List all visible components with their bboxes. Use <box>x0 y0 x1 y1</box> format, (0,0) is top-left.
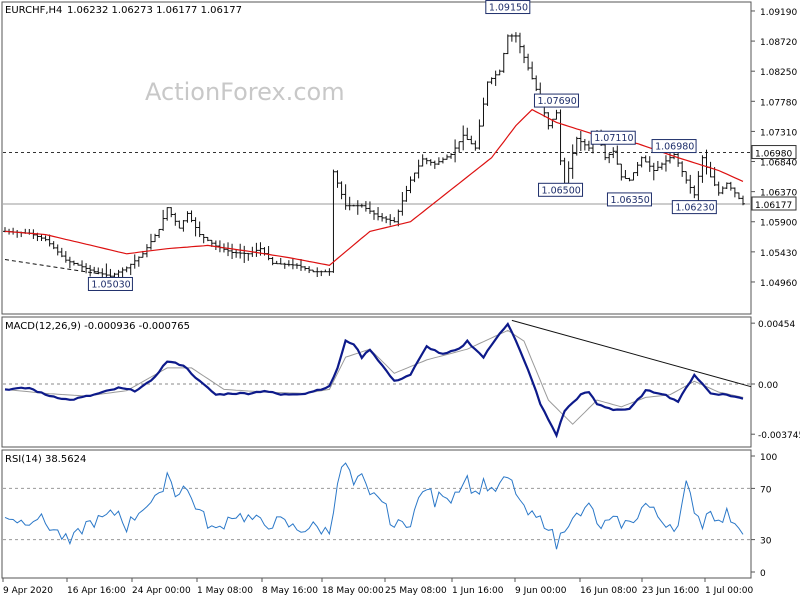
time-tick-label: 1 Jun 16:00 <box>452 586 504 596</box>
price-annotation-box <box>533 93 579 108</box>
chart-symbol-label: EURCHF,H4 <box>5 5 62 16</box>
price-tick-label: 1.08250 <box>760 68 797 78</box>
rsi-tick-label: 0 <box>760 569 766 579</box>
price-tick-label: 1.05430 <box>760 249 797 259</box>
price-tick-label: 1.04960 <box>760 279 797 289</box>
rsi-title: RSI(14) 38.5624 <box>5 454 86 465</box>
macd-tick-label: -0.003745 <box>758 431 800 441</box>
price-panel[interactable] <box>1 1 752 315</box>
price-tick-label: 1.07310 <box>760 128 797 138</box>
time-tick-label: 16 Jun 08:00 <box>580 586 637 596</box>
rsi-panel[interactable] <box>1 449 752 579</box>
macd-line[interactable] <box>4 321 744 439</box>
macd-tick-label: 0.00454 <box>758 320 795 330</box>
price-annotation-box <box>651 139 697 154</box>
price-tick-label: 1.07780 <box>760 98 797 108</box>
price-axis: 1.09190 1.08720 1.08250 1.07780 1.07310 1.068… <box>751 8 797 289</box>
time-tick-label: 9 Jun 00:00 <box>515 586 567 596</box>
rsi-axis: 100 70 30 0 <box>3 453 777 579</box>
price-annotation-box <box>590 130 636 145</box>
price-annotation-box <box>671 200 717 215</box>
price-tick-label: 1.06370 <box>760 189 797 199</box>
price-tick-label: 1.08720 <box>760 38 797 48</box>
rsi-line[interactable] <box>4 462 744 550</box>
price-annotation-label: 1.06500 <box>542 185 581 196</box>
time-tick-label: 23 Jun 16:00 <box>642 586 699 596</box>
price-annotation-label: 1.09150 <box>489 3 528 14</box>
price-annotation-label: 1.06980 <box>655 142 694 153</box>
time-tick-label: 24 Apr 00:00 <box>132 586 191 596</box>
time-tick-label: 18 May 00:00 <box>322 586 384 596</box>
resistance-price-label: 1.06980 <box>755 150 792 160</box>
time-tick-label: 16 Apr 16:00 <box>67 586 126 596</box>
price-annotation-box <box>606 192 652 207</box>
price-tick-label: 1.05900 <box>760 219 797 229</box>
macd-title: MACD(12,26,9) -0.000936 -0.000765 <box>5 321 190 332</box>
rsi-tick-label: 70 <box>760 485 772 495</box>
price-tick-label: 1.06840 <box>760 159 797 169</box>
macd-axis: 0.00454 0.00 -0.003745 <box>3 320 800 441</box>
current-price-label: 1.06177 <box>755 201 792 211</box>
rsi-tick-label: 30 <box>760 537 772 547</box>
macd-series <box>4 319 752 439</box>
price-annotation-box <box>485 0 531 15</box>
time-tick-label: 1 May 08:00 <box>197 586 253 596</box>
price-annotation-label: 1.07690 <box>537 96 576 107</box>
time-axis: 9 Apr 2020 16 Apr 16:00 24 Apr 00:00 1 May … <box>2 578 754 596</box>
price-annotation-label: 1.06230 <box>675 203 714 214</box>
price-annotation-box <box>87 276 133 291</box>
resistance-price-box <box>751 145 797 160</box>
price-annotation-label: 1.07110 <box>594 133 633 144</box>
time-tick-label: 25 May 08:00 <box>385 586 447 596</box>
rsi-series <box>4 462 744 550</box>
time-tick-label: 8 May 16:00 <box>262 586 318 596</box>
macd-trendline[interactable] <box>511 319 752 388</box>
price-annotation-label: 1.05030 <box>91 279 130 290</box>
price-trendline[interactable] <box>4 259 103 275</box>
macd-tick-label: 0.00 <box>758 381 778 391</box>
time-tick-label: 9 Apr 2020 <box>3 586 53 596</box>
price-annotation-label: 1.06350 <box>610 195 649 206</box>
price-annotations: 1.09150 1.07690 1.07110 1.06980 1.06500 1.063… <box>87 0 717 291</box>
price-tick-label: 1.09190 <box>760 8 797 18</box>
chart-ohlc-label: 1.06232 1.06273 1.06177 1.06177 <box>67 5 242 16</box>
macd-panel[interactable] <box>1 316 752 448</box>
rsi-tick-label: 100 <box>760 453 777 463</box>
watermark-text: ActionForex.com <box>145 78 345 106</box>
time-tick-label: 1 Jul 00:00 <box>705 586 754 596</box>
current-price-box <box>751 196 797 211</box>
price-annotation-box <box>538 182 584 197</box>
